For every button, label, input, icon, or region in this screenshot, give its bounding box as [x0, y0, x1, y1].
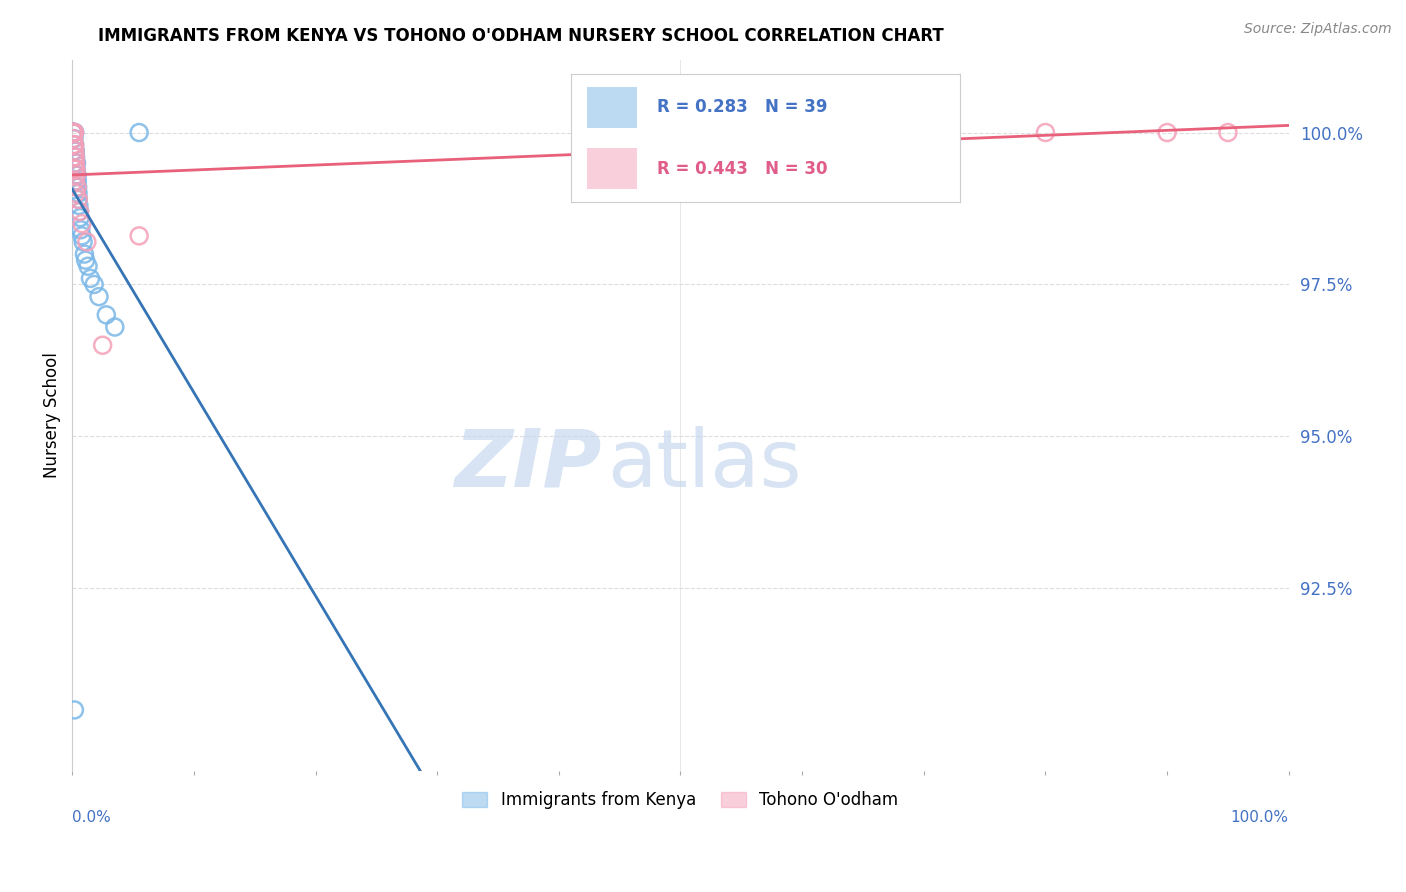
- Point: [62, 126, 84, 140]
- Point: [66, 180, 89, 194]
- Text: 100.0%: 100.0%: [1230, 810, 1289, 825]
- Point: [62, 137, 84, 152]
- Point: [63, 150, 86, 164]
- Point: [62, 126, 84, 140]
- Point: [63, 144, 86, 158]
- Point: [69, 211, 91, 225]
- Point: [1216, 126, 1239, 140]
- Point: [69, 204, 91, 219]
- Point: [65, 161, 87, 176]
- Point: [63, 126, 86, 140]
- Point: [65, 156, 87, 170]
- Point: [67, 193, 90, 207]
- Text: 0.0%: 0.0%: [72, 810, 111, 825]
- Point: [75, 253, 97, 268]
- Point: [65, 186, 87, 201]
- Point: [63, 174, 86, 188]
- Point: [79, 271, 101, 285]
- Point: [63, 126, 86, 140]
- Point: [62, 131, 84, 145]
- Text: Source: ZipAtlas.com: Source: ZipAtlas.com: [1244, 22, 1392, 37]
- Point: [62, 126, 84, 140]
- Point: [70, 217, 93, 231]
- Point: [62, 126, 84, 140]
- Point: [83, 277, 105, 292]
- Point: [63, 703, 86, 717]
- Point: [65, 144, 87, 158]
- Point: [62, 126, 84, 140]
- Point: [91, 338, 114, 352]
- Point: [65, 150, 87, 164]
- Point: [104, 320, 127, 334]
- Point: [87, 290, 110, 304]
- Point: [70, 228, 93, 243]
- Point: [63, 161, 86, 176]
- Point: [66, 174, 89, 188]
- Point: [66, 168, 89, 182]
- Point: [77, 259, 100, 273]
- Point: [63, 137, 86, 152]
- Point: [67, 186, 90, 201]
- Point: [62, 126, 84, 140]
- Point: [63, 126, 86, 140]
- Text: IMMIGRANTS FROM KENYA VS TOHONO O'ODHAM NURSERY SCHOOL CORRELATION CHART: IMMIGRANTS FROM KENYA VS TOHONO O'ODHAM …: [98, 27, 945, 45]
- Text: ZIP: ZIP: [454, 425, 602, 504]
- Point: [1156, 126, 1178, 140]
- Point: [66, 168, 89, 182]
- Point: [1035, 126, 1057, 140]
- Point: [66, 180, 89, 194]
- Text: atlas: atlas: [607, 425, 801, 504]
- Y-axis label: Nursery School: Nursery School: [44, 352, 60, 478]
- Point: [65, 150, 87, 164]
- Point: [96, 308, 118, 322]
- Point: [128, 228, 150, 243]
- Point: [65, 156, 87, 170]
- Point: [63, 126, 86, 140]
- Point: [62, 126, 84, 140]
- Point: [69, 223, 91, 237]
- Point: [65, 168, 87, 182]
- Point: [912, 126, 935, 140]
- Point: [67, 193, 90, 207]
- Point: [128, 126, 150, 140]
- Point: [65, 156, 87, 170]
- Point: [63, 137, 86, 152]
- Point: [76, 235, 98, 249]
- Point: [73, 247, 96, 261]
- Point: [63, 126, 86, 140]
- Point: [72, 235, 94, 249]
- Legend: Immigrants from Kenya, Tohono O'odham: Immigrants from Kenya, Tohono O'odham: [456, 784, 905, 815]
- Point: [63, 144, 86, 158]
- Point: [69, 204, 91, 219]
- Point: [792, 126, 814, 140]
- Point: [62, 126, 84, 140]
- Point: [62, 126, 84, 140]
- Point: [65, 161, 87, 176]
- Point: [67, 198, 90, 212]
- Point: [63, 126, 86, 140]
- Point: [63, 131, 86, 145]
